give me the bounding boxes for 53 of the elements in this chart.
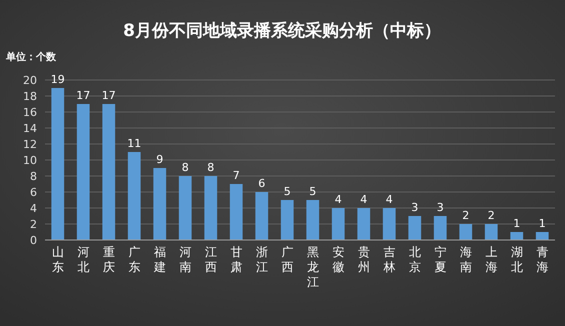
- x-tick-label: 甘肃: [230, 245, 242, 274]
- data-label: 7: [232, 169, 240, 182]
- data-label: 9: [156, 153, 164, 166]
- data-label: 4: [334, 193, 342, 206]
- y-tick-label: 14: [23, 122, 37, 135]
- data-label: 5: [284, 185, 291, 198]
- x-tick-label: 广西: [281, 245, 294, 274]
- x-tick-label: 山东: [52, 245, 64, 274]
- y-tick-label: 18: [23, 90, 37, 103]
- x-tick-label: 海南: [460, 245, 472, 274]
- y-axis-title: 单位：个数: [5, 51, 57, 63]
- x-tick-label: 贵州: [358, 245, 370, 274]
- x-tick-label: 广东: [128, 245, 140, 274]
- x-tick-label: 福建: [152, 245, 166, 274]
- x-tick-label: 安徽: [332, 245, 344, 274]
- data-label: 2: [488, 209, 495, 222]
- data-label: 1: [538, 217, 546, 230]
- y-tick-label: 2: [30, 218, 37, 231]
- data-label: 6: [258, 177, 266, 190]
- data-label: 1: [513, 217, 520, 230]
- data-label: 19: [50, 73, 65, 86]
- x-tick-label: 河北: [77, 245, 90, 274]
- x-tick-label: 上海: [485, 245, 498, 274]
- data-label: 2: [462, 209, 470, 222]
- y-tick-label: 12: [23, 138, 37, 151]
- data-label: 17: [76, 89, 90, 102]
- x-tick-label: 吉林: [382, 245, 396, 274]
- y-tick-label: 0: [30, 234, 37, 247]
- x-tick-label: 黑龙江: [306, 245, 319, 289]
- x-tick-label: 浙江: [256, 245, 268, 274]
- data-label: 8: [207, 161, 214, 174]
- x-tick-label: 河南: [179, 245, 192, 274]
- data-label: 3: [411, 201, 418, 214]
- x-tick-label: 宁夏: [434, 245, 446, 274]
- data-label: 4: [386, 193, 393, 206]
- y-tick-label: 4: [30, 202, 37, 215]
- x-tick-label: 青海: [536, 245, 548, 274]
- y-tick-label: 16: [23, 106, 37, 119]
- data-label: 4: [360, 193, 368, 206]
- x-tick-label: 湖北: [510, 245, 523, 274]
- y-tick-label: 10: [23, 154, 37, 167]
- data-label: 17: [102, 89, 116, 102]
- data-label: 8: [182, 161, 189, 174]
- data-label: 3: [436, 201, 444, 214]
- data-label: 5: [309, 185, 316, 198]
- chart-title: 8月份不同地域录播系统采购分析（中标）: [123, 21, 441, 41]
- y-tick-label: 20: [23, 74, 37, 87]
- x-tick-label: 江西: [204, 245, 217, 274]
- x-tick-label: 重庆: [102, 245, 115, 274]
- x-tick-label: 北京: [408, 245, 421, 274]
- y-tick-label: 6: [30, 186, 37, 199]
- y-tick-label: 8: [30, 170, 37, 183]
- data-label: 11: [127, 137, 142, 150]
